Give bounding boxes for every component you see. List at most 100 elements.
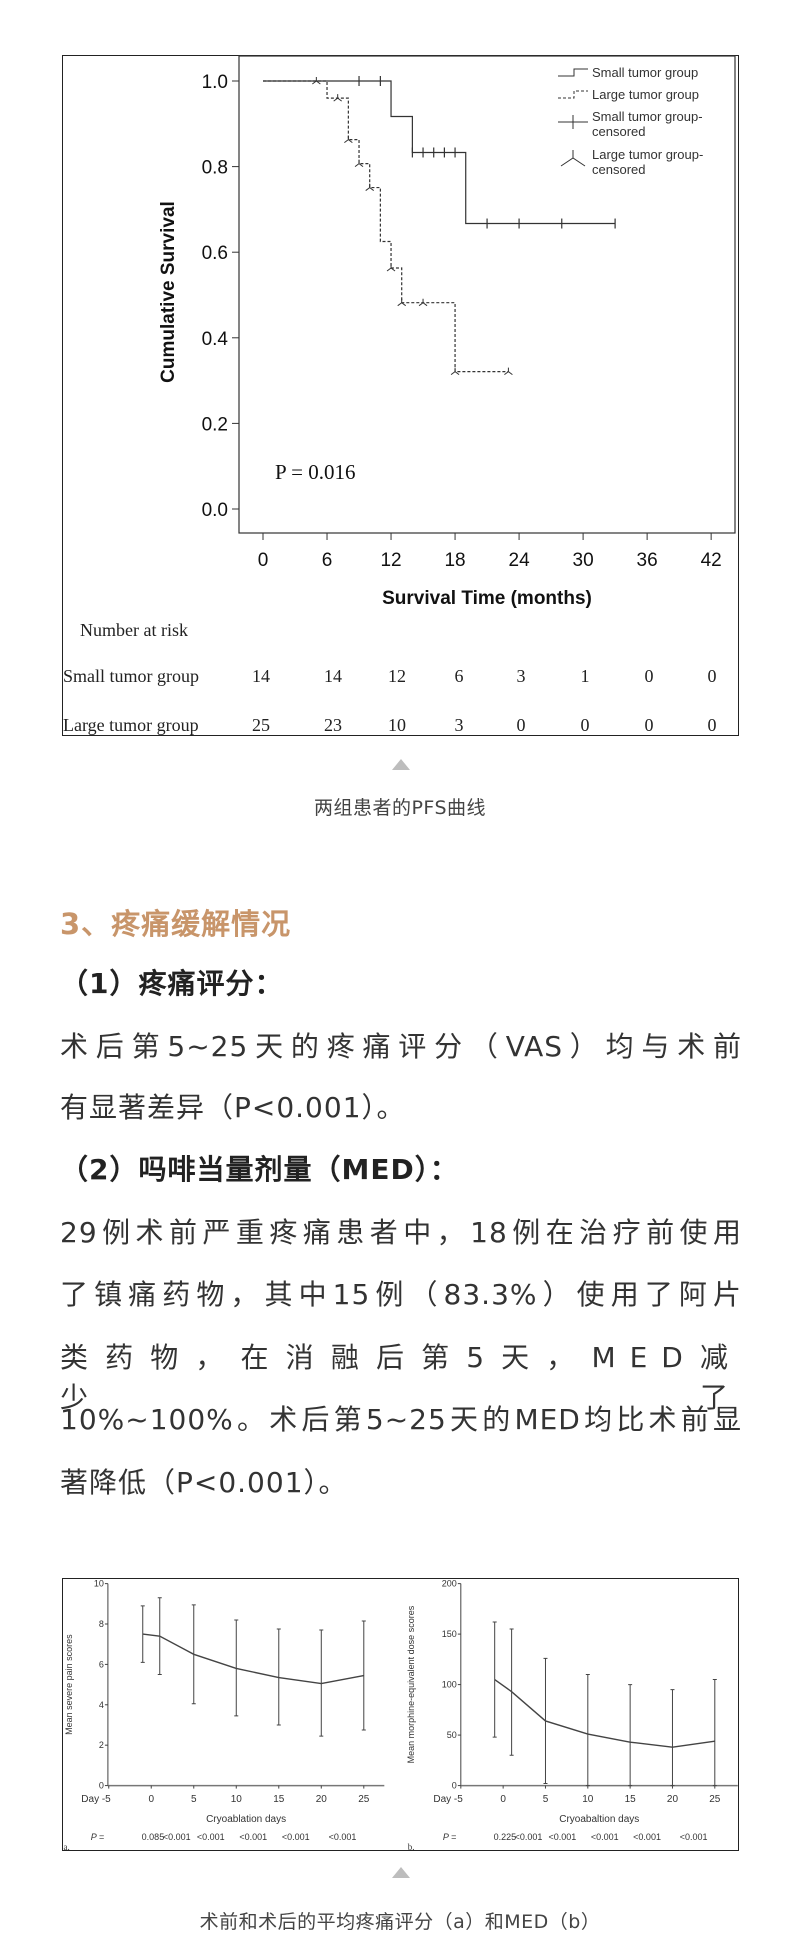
x-tick-label: Day -5 bbox=[433, 1794, 463, 1805]
x-axis-title: Cryoabaltion days bbox=[559, 1814, 639, 1825]
y-tick-label: 0.0 bbox=[202, 500, 228, 521]
legend-label: Small tumor group- bbox=[592, 109, 703, 124]
risk-row-label: Small tumor group bbox=[63, 666, 199, 686]
risk-value: 0 bbox=[708, 715, 717, 735]
censor-mark-large bbox=[386, 264, 396, 272]
p-label: P = bbox=[91, 1832, 104, 1842]
y-tick-label: 1.0 bbox=[202, 72, 228, 93]
y-tick-label: 0.8 bbox=[202, 158, 228, 179]
censor-mark-large bbox=[365, 183, 374, 191]
x-tick-label: 5 bbox=[543, 1794, 549, 1805]
risk-row-label: Large tumor group bbox=[63, 715, 199, 735]
p-value: <0.001 bbox=[680, 1832, 708, 1842]
x-tick-label: 0 bbox=[500, 1794, 506, 1805]
censor-mark-large bbox=[312, 77, 321, 85]
legend-label: Large tumor group bbox=[592, 87, 699, 102]
risk-value: 1 bbox=[581, 666, 590, 686]
legend-label: censored bbox=[592, 124, 645, 139]
legend-swatch-small-censored bbox=[558, 115, 588, 129]
x-tick-label: 0 bbox=[148, 1794, 154, 1805]
censor-mark-large bbox=[344, 135, 353, 144]
p-value: <0.001 bbox=[549, 1832, 577, 1842]
x-tick-label: 25 bbox=[358, 1794, 370, 1805]
figure2-frame bbox=[62, 1578, 739, 1851]
figure1-caption: 两组患者的PFS曲线 bbox=[313, 797, 487, 819]
paragraph-line: 了镇痛药物，其中15例（83.3%）使用了阿片 bbox=[60, 1278, 742, 1311]
y-tick-label: 0 bbox=[99, 1781, 104, 1791]
x-tick-label: 5 bbox=[191, 1794, 197, 1805]
y-tick-label: 4 bbox=[99, 1700, 104, 1710]
x-tick-label: 20 bbox=[667, 1794, 679, 1805]
x-tick-label: 10 bbox=[231, 1794, 243, 1805]
x-tick-label: 42 bbox=[701, 550, 722, 571]
paragraph-line: 有显著差异（P<0.001）。 bbox=[60, 1091, 406, 1124]
figure2-caption: 术前和术后的平均疼痛评分（a）和MED（b） bbox=[199, 1911, 601, 1933]
y-tick-label: 0.6 bbox=[202, 243, 228, 264]
risk-value: 23 bbox=[324, 715, 342, 735]
risk-value: 0 bbox=[645, 715, 654, 735]
error-bar bbox=[492, 1621, 497, 1738]
x-tick-label: 15 bbox=[625, 1794, 637, 1805]
error-bar bbox=[361, 1620, 366, 1731]
x-tick-label: 15 bbox=[273, 1794, 285, 1805]
p-value: <0.001 bbox=[282, 1832, 310, 1842]
risk-value: 3 bbox=[517, 666, 526, 686]
error-bar bbox=[585, 1673, 590, 1787]
x-axis-title: Cryoablation days bbox=[206, 1814, 286, 1825]
x-tick-label: 0 bbox=[258, 550, 269, 571]
p-value: <0.001 bbox=[591, 1832, 619, 1842]
censor-mark-large bbox=[450, 367, 460, 376]
censor-mark-large bbox=[418, 298, 428, 307]
risk-value: 0 bbox=[517, 715, 526, 735]
y-tick-label: 200 bbox=[442, 1579, 457, 1589]
y-tick-label: 6 bbox=[99, 1659, 104, 1669]
paragraph-line: 类药物，在消融后第5天，MED减少了 bbox=[60, 1341, 742, 1414]
x-tick-label: 6 bbox=[322, 550, 333, 571]
x-tick-label: 10 bbox=[582, 1794, 594, 1805]
x-tick-label: 24 bbox=[509, 550, 531, 571]
p-value: <0.001 bbox=[239, 1832, 267, 1842]
y-axis-title: Mean morphine-equivalent dose scores bbox=[406, 1605, 416, 1763]
censor-mark-large bbox=[504, 367, 513, 376]
risk-value: 0 bbox=[708, 666, 717, 686]
km-curve-large bbox=[263, 80, 509, 373]
caption-triangle-icon bbox=[392, 1867, 410, 1878]
censor-mark-large bbox=[333, 94, 342, 102]
paragraph-line: 10%~100%。术后第5~25天的MED均比术前显 bbox=[60, 1403, 742, 1436]
p-value: 0.085 bbox=[142, 1832, 165, 1842]
error-bar bbox=[140, 1605, 145, 1663]
p-value: <0.001 bbox=[633, 1832, 661, 1842]
y-axis-title: Cumulative Survival bbox=[158, 201, 179, 383]
y-tick-label: 0.4 bbox=[202, 329, 229, 350]
censor-mark-large bbox=[397, 298, 407, 307]
y-tick-label: 8 bbox=[99, 1619, 104, 1629]
subheading-med: （2）吗啡当量剂量（MED）： bbox=[60, 1153, 459, 1186]
legend-label: Small tumor group bbox=[592, 65, 698, 80]
km-curve-small bbox=[263, 80, 616, 225]
risk-value: 14 bbox=[324, 666, 342, 686]
p-value-annotation: P = 0.016 bbox=[275, 460, 356, 484]
plot-frame bbox=[238, 55, 736, 534]
p-label: P = bbox=[443, 1832, 456, 1842]
panel-label: b. bbox=[408, 1842, 415, 1852]
risk-table-title: Number at risk bbox=[80, 620, 188, 640]
y-tick-label: 10 bbox=[94, 1579, 104, 1589]
panel-label: a. bbox=[64, 1842, 70, 1852]
mean-line bbox=[142, 1633, 364, 1685]
figure1-frame bbox=[62, 55, 739, 736]
y-tick-label: 0.2 bbox=[202, 414, 228, 435]
paragraph-line: 著降低（P<0.001）。 bbox=[60, 1466, 348, 1499]
section-heading: 3、疼痛缓解情况 bbox=[60, 907, 292, 941]
risk-value: 3 bbox=[455, 715, 464, 735]
y-tick-label: 0 bbox=[452, 1781, 457, 1791]
x-tick-label: 20 bbox=[316, 1794, 328, 1805]
error-bar bbox=[712, 1679, 717, 1787]
p-value: <0.001 bbox=[515, 1832, 543, 1842]
x-tick-label: 25 bbox=[709, 1794, 721, 1805]
risk-value: 10 bbox=[388, 715, 406, 735]
p-value: <0.001 bbox=[163, 1832, 191, 1842]
legend-label: Large tumor group- bbox=[592, 147, 703, 162]
error-bar bbox=[670, 1689, 675, 1787]
legend-swatch-large-censored bbox=[560, 150, 586, 167]
